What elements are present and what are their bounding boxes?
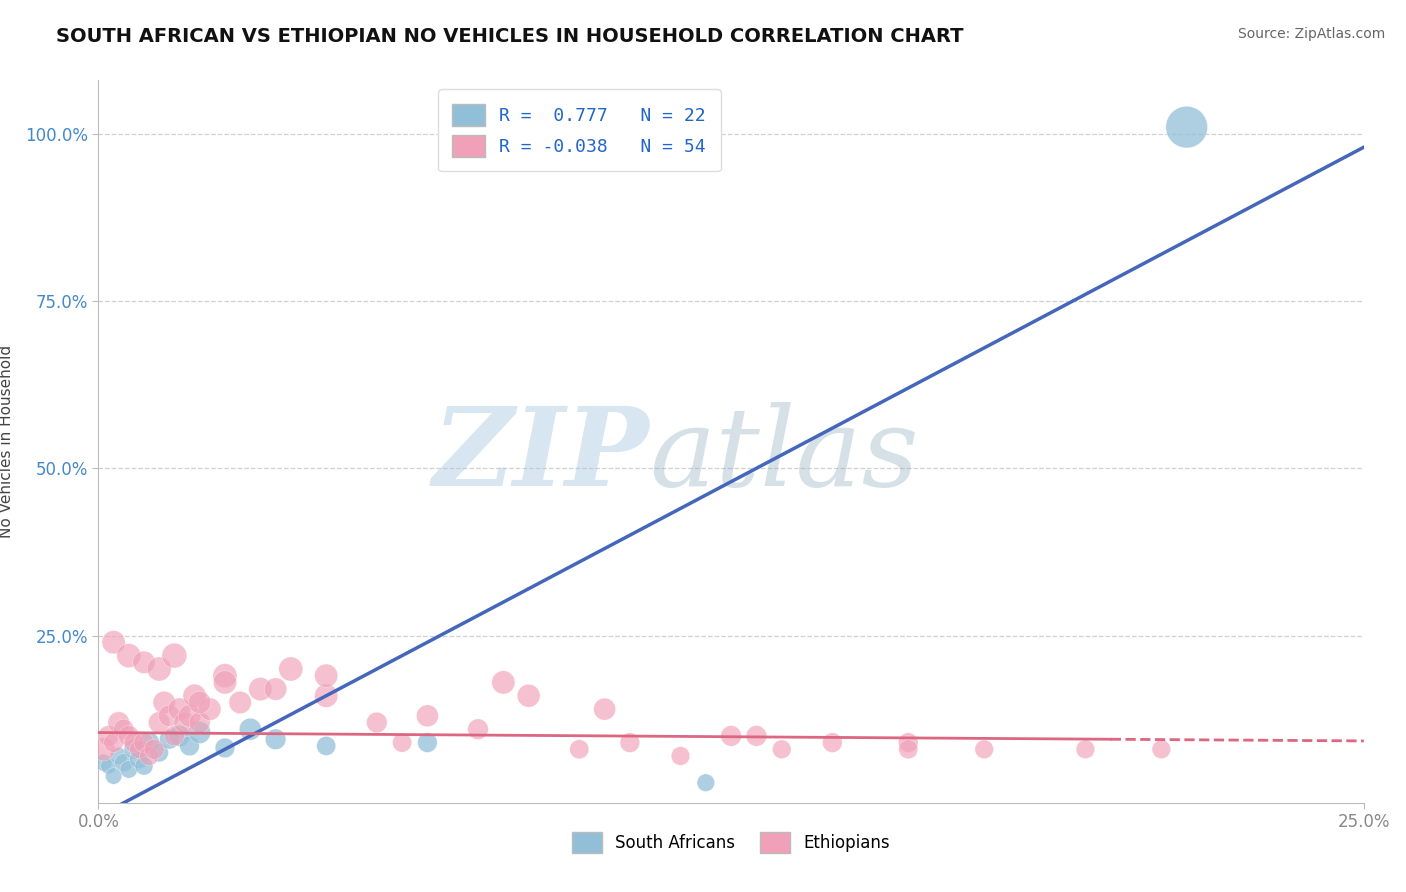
Point: [214, 675, 236, 690]
Point: [239, 723, 262, 737]
Point: [315, 689, 337, 703]
Point: [169, 729, 191, 743]
Y-axis label: No Vehicles in Household: No Vehicles in Household: [0, 345, 14, 538]
Point: [138, 735, 160, 749]
Point: [280, 662, 302, 676]
Point: [214, 669, 236, 683]
Point: [229, 696, 252, 710]
Text: SOUTH AFRICAN VS ETHIOPIAN NO VEHICLES IN HOUSEHOLD CORRELATION CHART: SOUTH AFRICAN VS ETHIOPIAN NO VEHICLES I…: [56, 27, 963, 45]
Point: [416, 735, 439, 749]
Point: [93, 756, 115, 770]
Point: [179, 739, 201, 753]
Point: [163, 729, 186, 743]
Point: [93, 742, 115, 756]
Point: [132, 655, 155, 669]
Legend: South Africans, Ethiopians: South Africans, Ethiopians: [565, 826, 897, 860]
Point: [1074, 742, 1097, 756]
Point: [315, 669, 337, 683]
Point: [249, 681, 271, 696]
Point: [118, 648, 141, 663]
Point: [103, 735, 125, 749]
Point: [112, 723, 135, 737]
Point: [148, 715, 170, 730]
Text: Source: ZipAtlas.com: Source: ZipAtlas.com: [1237, 27, 1385, 41]
Point: [188, 696, 211, 710]
Point: [770, 742, 793, 756]
Point: [103, 635, 125, 649]
Point: [163, 648, 186, 663]
Point: [173, 715, 195, 730]
Point: [897, 742, 920, 756]
Point: [315, 739, 337, 753]
Point: [169, 702, 191, 716]
Point: [157, 708, 180, 723]
Point: [128, 752, 150, 766]
Point: [118, 729, 141, 743]
Point: [122, 735, 145, 749]
Text: atlas: atlas: [648, 402, 918, 509]
Point: [122, 742, 145, 756]
Point: [593, 702, 616, 716]
Point: [188, 725, 211, 739]
Point: [148, 746, 170, 760]
Point: [669, 749, 692, 764]
Point: [183, 689, 205, 703]
Point: [695, 776, 717, 790]
Point: [132, 759, 155, 773]
Point: [118, 762, 141, 776]
Point: [97, 729, 120, 743]
Point: [214, 740, 236, 755]
Point: [467, 723, 489, 737]
Point: [1175, 120, 1198, 135]
Point: [492, 675, 515, 690]
Point: [188, 715, 211, 730]
Point: [148, 662, 170, 676]
Point: [112, 756, 135, 770]
Point: [366, 715, 388, 730]
Point: [97, 759, 120, 773]
Point: [517, 689, 540, 703]
Point: [128, 742, 150, 756]
Text: ZIP: ZIP: [432, 402, 648, 509]
Point: [179, 708, 201, 723]
Point: [157, 732, 180, 747]
Point: [153, 696, 176, 710]
Point: [107, 749, 129, 764]
Point: [568, 742, 591, 756]
Point: [138, 749, 160, 764]
Point: [107, 715, 129, 730]
Point: [132, 735, 155, 749]
Point: [897, 735, 920, 749]
Point: [391, 735, 413, 749]
Point: [720, 729, 742, 743]
Point: [745, 729, 768, 743]
Point: [198, 702, 221, 716]
Point: [416, 708, 439, 723]
Point: [821, 735, 844, 749]
Point: [143, 742, 166, 756]
Point: [973, 742, 995, 756]
Point: [264, 732, 287, 747]
Point: [1150, 742, 1173, 756]
Point: [103, 769, 125, 783]
Point: [619, 735, 641, 749]
Point: [264, 681, 287, 696]
